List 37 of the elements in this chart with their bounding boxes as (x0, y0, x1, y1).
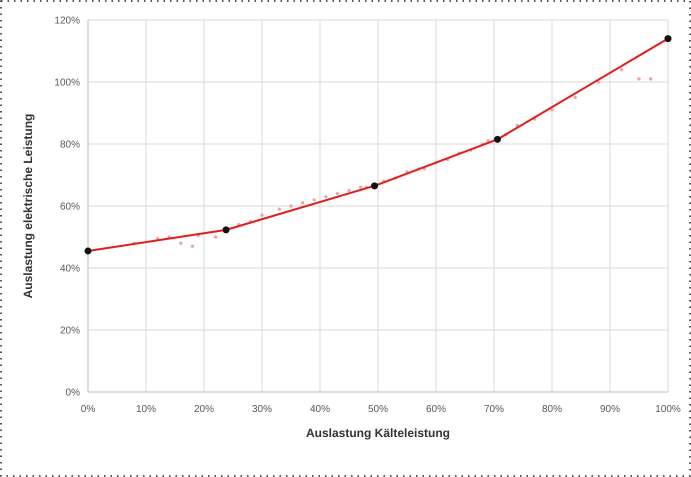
x-tick-label: 40% (310, 404, 330, 415)
x-tick-label: 80% (542, 404, 562, 415)
x-tick-label: 20% (194, 404, 214, 415)
x-tick-label: 30% (252, 404, 272, 415)
y-tick-label: 0% (66, 388, 80, 398)
x-tick-label: 90% (600, 404, 620, 415)
x-tick-label: 10% (136, 404, 156, 415)
y-tick-label: 100% (54, 78, 80, 88)
point (278, 208, 281, 211)
point (336, 192, 339, 196)
point (214, 235, 218, 239)
point (179, 242, 182, 245)
point (190, 244, 194, 248)
point (312, 198, 316, 202)
y-axis-title: Auslastung elektrische Leistung (21, 114, 35, 298)
point (574, 96, 577, 100)
y-tick-label: 80% (60, 140, 80, 150)
x-tick-label: 100% (655, 404, 681, 415)
x-tick-label: 0% (80, 404, 96, 415)
point (649, 77, 652, 80)
x-tick-label: 60% (426, 404, 446, 415)
y-tick-label: 60% (60, 202, 80, 212)
point (260, 214, 264, 217)
y-tick-label: 20% (60, 326, 80, 336)
x-tick-label: 50% (368, 404, 388, 415)
point (637, 77, 641, 80)
point (289, 204, 293, 208)
point (550, 108, 554, 112)
point (620, 68, 624, 72)
x-axis-title: Auslastung Kälteleistung (306, 426, 450, 440)
point (301, 201, 304, 204)
y-tick-label: 40% (60, 264, 80, 274)
point (347, 188, 351, 192)
x-tick-label: 70% (484, 404, 504, 415)
point (359, 186, 362, 189)
point (324, 195, 328, 198)
y-tick-label: 120% (54, 16, 80, 26)
